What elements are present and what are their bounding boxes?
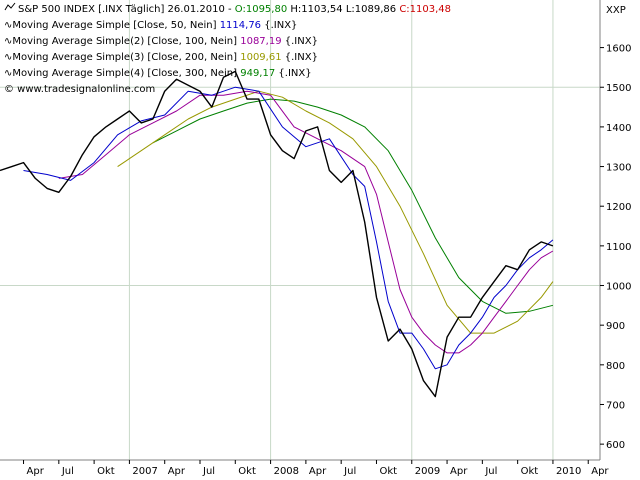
y-tick-label: 900 (606, 321, 625, 332)
x-tick-label: Apr (591, 466, 609, 477)
high-label: H:1103,54 (290, 4, 343, 15)
x-tick-label: Okt (521, 466, 539, 477)
y-tick-label: 1200 (606, 202, 631, 213)
x-tick-label: Okt (238, 466, 256, 477)
watermark: © www.tradesignalonline.com (4, 84, 156, 95)
x-tick-label: Okt (97, 466, 115, 477)
legend-value: 949,17 (240, 68, 276, 79)
y-tick-label: 800 (606, 361, 625, 372)
plot-background (0, 0, 600, 460)
legend-suffix: {.INX} (284, 52, 318, 63)
y-tick-label: 1000 (606, 282, 631, 293)
legend-row-ma50: ∿Moving Average Simple [Close, 50, Nein]… (4, 18, 451, 34)
legend-label: Moving Average Simple(4) [Close, 300, Ne… (12, 68, 238, 79)
legend-suffix: {.INX} (284, 36, 318, 47)
y-tick-label: 1300 (606, 163, 631, 174)
wave-icon: ∿ (4, 20, 13, 31)
legend-value: 1114,76 (219, 20, 262, 31)
y-tick-label: 1100 (606, 242, 631, 253)
x-tick-label: 2007 (132, 466, 157, 477)
x-tick-label: Jul (484, 466, 497, 477)
close-label: C:1103,48 (399, 4, 452, 15)
x-tick-label: Jul (61, 466, 74, 477)
symbol-label: S&P 500 INDEX [.INX Täglich] (18, 4, 165, 15)
currency-label: XXP (606, 5, 626, 16)
wave-icon: ∿ (4, 52, 13, 63)
x-tick-label: Apr (309, 466, 327, 477)
x-tick-label: Okt (379, 466, 397, 477)
moving-average-line (117, 90, 554, 334)
legend-row-ma200: ∿Moving Average Simple(3) [Close, 200, N… (4, 50, 451, 66)
x-axis: Apr Jul Okt 2007 Apr Jul Okt 2008 Apr Jul Okt 2009 A… (23, 460, 609, 477)
price-series-line (0, 70, 554, 398)
wave-icon: ∿ (4, 68, 13, 79)
moving-average-line (152, 98, 554, 314)
x-tick-label: Jul (343, 466, 356, 477)
low-label: L:1089,86 (345, 4, 397, 15)
y-tick-label: 1600 (606, 44, 631, 55)
x-tick-label: Jul (202, 466, 215, 477)
x-tick-label: 2010 (556, 466, 581, 477)
legend-value: 1009,61 (240, 52, 282, 63)
chart-icon (4, 2, 18, 18)
date-label: 26.01.2010 (167, 4, 225, 15)
y-axis: 600 700 800 900 1000 1100 1200 1300 1400 1500 1600 (600, 44, 631, 451)
header-row: S&P 500 INDEX [.INX Täglich] 26.01.2010 … (4, 2, 451, 18)
moving-average-line (23, 86, 554, 370)
y-tick-label: 700 (606, 400, 625, 411)
x-tick-label: Apr (450, 466, 468, 477)
open-label: O:1095,80 (234, 4, 288, 15)
y-tick-label: 1400 (606, 123, 631, 134)
legend-suffix: {.INX} (264, 20, 298, 31)
legend-row-ma300: ∿Moving Average Simple(4) [Close, 300, N… (4, 66, 451, 82)
legend-label: Moving Average Simple [Close, 50, Nein] (12, 20, 217, 31)
wave-icon: ∿ (4, 36, 13, 47)
series-layer (0, 70, 554, 398)
legend-suffix: {.INX} (278, 68, 312, 79)
x-tick-label: 2008 (274, 466, 299, 477)
grid-lines (0, 0, 600, 460)
legend-value: 1087,19 (240, 36, 282, 47)
x-tick-label: Apr (168, 466, 186, 477)
legend-label: Moving Average Simple(3) [Close, 200, Ne… (12, 52, 238, 63)
chart-legend: S&P 500 INDEX [.INX Täglich] 26.01.2010 … (4, 2, 451, 98)
legend-label: Moving Average Simple(2) [Close, 100, Ne… (12, 36, 238, 47)
x-tick-label: Apr (27, 466, 45, 477)
y-tick-label: 600 (606, 440, 625, 451)
x-tick-label: 2009 (415, 466, 440, 477)
legend-row-ma100: ∿Moving Average Simple(2) [Close, 100, N… (4, 34, 451, 50)
y-tick-label: 1500 (606, 83, 631, 94)
moving-average-line (58, 90, 554, 354)
